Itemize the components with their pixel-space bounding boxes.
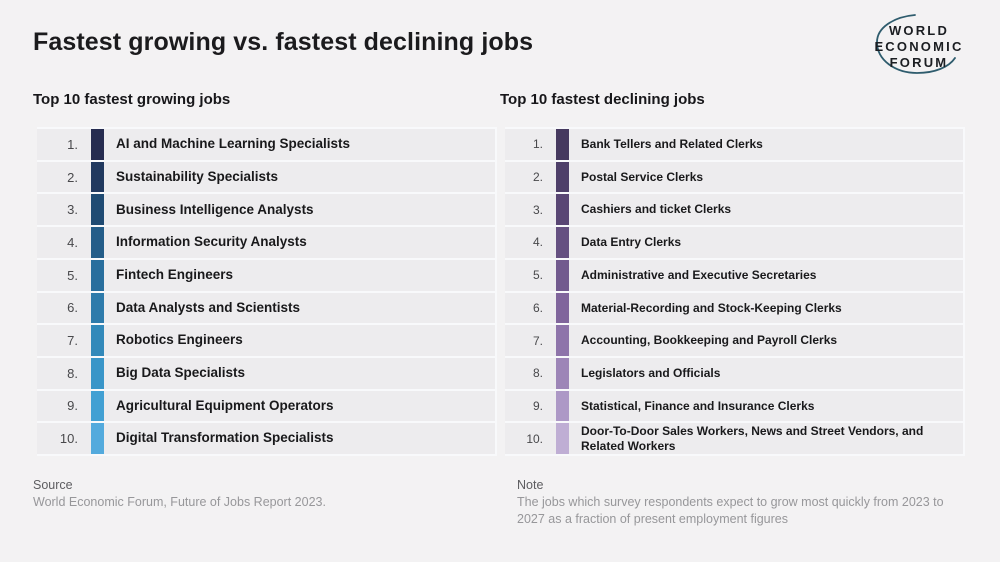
- wef-logo-word-economic: ECONOMIC: [874, 39, 963, 54]
- job-title-label: Big Data Specialists: [116, 365, 246, 381]
- list-item: 3. Business Intelligence Analysts: [37, 194, 495, 228]
- job-title-label: Legislators and Officials: [581, 365, 721, 380]
- growing-jobs-list: 1. AI and Machine Learning Specialists 2. S…: [37, 127, 497, 457]
- list-item: 1. AI and Machine Learning Specialists: [37, 129, 495, 162]
- wef-logo-arc: [876, 14, 956, 74]
- source-label: Source: [33, 478, 73, 492]
- page-title: Fastest growing vs. fastest declining jo…: [33, 28, 534, 56]
- job-title-label: Data Analysts and Scientists: [116, 299, 301, 315]
- list-item: 10. Digital Transformation Specialists: [37, 423, 495, 457]
- rank-color-bar: [556, 325, 569, 356]
- rank-color-bar: [556, 194, 569, 226]
- job-title-label: Cashiers and ticket Clerks: [581, 202, 732, 217]
- rank-label: 4.: [532, 235, 543, 250]
- list-item: 5. Fintech Engineers: [37, 259, 495, 293]
- list-item: 7. Accounting, Bookkeeping and Payroll Cl…: [505, 325, 963, 358]
- rank-label: 6.: [532, 300, 543, 315]
- job-title-label: Statistical, Finance and Insurance Clerk…: [581, 398, 815, 413]
- rank-color-bar: [91, 292, 104, 324]
- rank-label: 5.: [67, 267, 78, 283]
- job-title-label: Material-Recording and Stock-Keeping Cle…: [581, 300, 842, 315]
- list-item: 8. Legislators and Officials: [505, 357, 963, 391]
- list-item: 8. Big Data Specialists: [37, 357, 495, 391]
- rank-color-bar: [556, 357, 569, 389]
- wef-logo-word-world: WORLD: [889, 23, 949, 38]
- rank-label: 9.: [67, 398, 78, 414]
- job-title-label: Sustainability Specialists: [116, 168, 279, 184]
- source-footnote: Source World Economic Forum, Future of J…: [33, 477, 473, 511]
- wef-logo-word-forum: FORUM: [890, 55, 949, 70]
- job-title-label: Digital Transformation Specialists: [116, 430, 334, 446]
- rank-label: 7.: [67, 333, 78, 349]
- rank-label: 2.: [532, 170, 543, 185]
- rank-label: 2.: [67, 169, 78, 185]
- source-text: World Economic Forum, Future of Jobs Rep…: [33, 495, 326, 509]
- list-item: 1. Bank Tellers and Related Clerks: [505, 129, 963, 162]
- rank-color-bar: [91, 194, 104, 226]
- declining-jobs-heading: Top 10 fastest declining jobs: [500, 91, 705, 108]
- list-item: 2. Sustainability Specialists: [37, 161, 495, 195]
- growing-jobs-heading: Top 10 fastest growing jobs: [33, 91, 231, 108]
- job-title-label: Agricultural Equipment Operators: [116, 397, 334, 413]
- rank-color-bar: [556, 161, 569, 193]
- rank-color-bar: [556, 423, 569, 455]
- job-title-label: Bank Tellers and Related Clerks: [581, 137, 763, 152]
- list-item: 6. Material-Recording and Stock-Keeping C…: [505, 292, 963, 326]
- job-title-label: Administrative and Executive Secretaries: [581, 267, 817, 282]
- rank-label: 1.: [532, 137, 543, 152]
- note-label: Note: [517, 478, 544, 492]
- job-title-label: Robotics Engineers: [116, 332, 243, 348]
- job-title-label: Data Entry Clerks: [581, 235, 682, 250]
- rank-color-bar: [91, 390, 104, 422]
- rank-label: 8.: [532, 366, 543, 381]
- note-text: The jobs which survey respondents expect…: [517, 495, 944, 526]
- rank-label: 3.: [532, 202, 543, 217]
- list-item: 5. Administrative and Executive Secretari…: [505, 259, 963, 293]
- rank-label: 5.: [532, 268, 543, 283]
- list-item: 2. Postal Service Clerks: [505, 161, 963, 195]
- list-item: 4. Information Security Analysts: [37, 227, 495, 260]
- rank-color-bar: [91, 259, 104, 291]
- list-item: 6. Data Analysts and Scientists: [37, 292, 495, 326]
- rank-label: 1.: [67, 136, 78, 152]
- job-title-label: Postal Service Clerks: [581, 169, 704, 184]
- rank-color-bar: [91, 161, 104, 193]
- list-item: 9. Statistical, Finance and Insurance Cle…: [505, 390, 963, 424]
- rank-label: 8.: [67, 365, 78, 381]
- rank-color-bar: [91, 325, 104, 356]
- list-item: 7. Robotics Engineers: [37, 325, 495, 358]
- job-title-label: AI and Machine Learning Specialists: [116, 136, 351, 152]
- rank-label: 7.: [532, 333, 543, 348]
- list-item: 4. Data Entry Clerks: [505, 227, 963, 260]
- list-item: 9. Agricultural Equipment Operators: [37, 390, 495, 424]
- note-footnote: Note The jobs which survey respondents e…: [517, 477, 969, 528]
- rank-color-bar: [91, 227, 104, 258]
- declining-jobs-list: 1. Bank Tellers and Related Clerks 2. Posta…: [505, 127, 965, 457]
- job-title-label: Fintech Engineers: [116, 266, 234, 282]
- rank-label: 4.: [67, 234, 78, 250]
- rank-label: 6.: [67, 300, 78, 316]
- rank-color-bar: [91, 357, 104, 389]
- job-title-label: Business Intelligence Analysts: [116, 201, 314, 217]
- rank-label: 10.: [59, 431, 78, 447]
- rank-color-bar: [556, 259, 569, 291]
- rank-label: 9.: [532, 398, 543, 413]
- rank-label: 3.: [67, 202, 78, 218]
- rank-color-bar: [556, 390, 569, 422]
- job-title-label: Door-To-Door Sales Workers, News and Str…: [581, 424, 924, 453]
- rank-color-bar: [91, 129, 104, 160]
- job-title-label: Accounting, Bookkeeping and Payroll Cler…: [581, 333, 838, 348]
- wef-logo: WORLD ECONOMIC FORUM: [874, 14, 963, 74]
- rank-label: 10.: [526, 431, 543, 446]
- rank-color-bar: [556, 227, 569, 258]
- list-item: 3. Cashiers and ticket Clerks: [505, 194, 963, 228]
- job-title-label: Information Security Analysts: [116, 234, 307, 250]
- rank-color-bar: [556, 129, 569, 160]
- rank-color-bar: [556, 292, 569, 324]
- list-item: 10. Door-To-Door Sales Workers, News and …: [505, 423, 963, 457]
- rank-color-bar: [91, 423, 104, 455]
